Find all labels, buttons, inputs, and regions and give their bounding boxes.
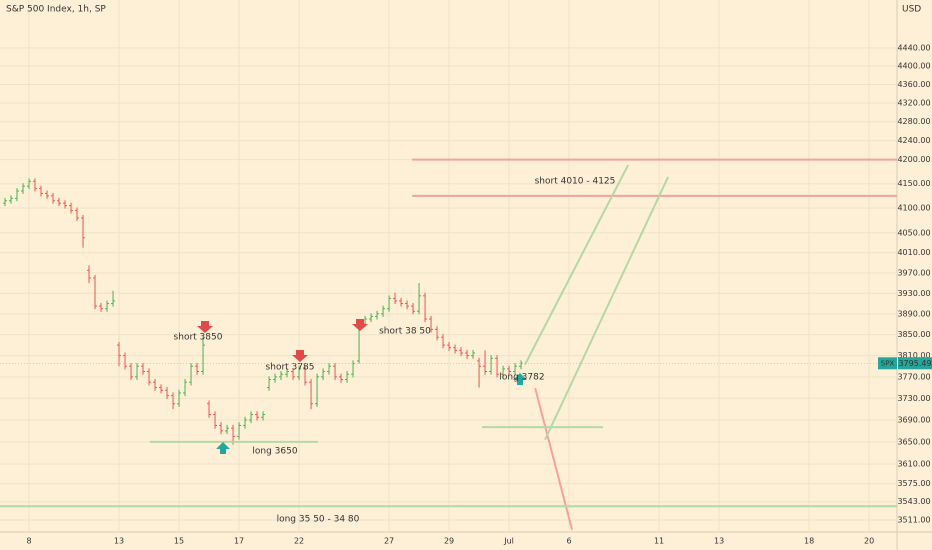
y-tick-label: 3610.00 [897,460,930,469]
y-tick-label: 4240.00 [897,136,930,145]
sell-arrow [292,350,308,362]
y-tick-label: 3930.00 [897,289,930,298]
x-tick-label: 20 [864,537,874,546]
x-tick-label: 11 [654,537,664,546]
y-tick-label: 3650.00 [897,437,930,446]
annotation: long 3650 [252,447,297,457]
buy-arrow [216,442,230,454]
y-tick-label: 4400.00 [897,62,930,71]
y-tick-label: 3970.00 [897,268,930,277]
price-box [898,357,932,370]
x-tick-label: Jul [503,537,514,546]
chart-title: S&P 500 Index, 1h, SP [6,5,106,15]
x-tick-label: 13 [714,537,724,546]
x-tick-label: 8 [26,537,31,546]
symbol-box [878,357,897,370]
y-tick-label: 3770.00 [897,372,930,381]
y-tick-label: 4150.00 [897,179,930,188]
x-tick-label: 22 [294,537,304,546]
currency: USD [902,5,921,15]
annotation: short 38 50 [379,327,431,337]
y-tick-label: 3890.00 [897,309,930,318]
y-tick-label: 4360.00 [897,80,930,89]
annotation: short 3850 [174,333,223,343]
arrows [197,319,527,454]
y-tick-label: 3511.00 [897,515,930,524]
trend-line [524,164,630,366]
y-tick-label: 3850.00 [897,330,930,339]
y-tick-label: 3810.00 [897,351,930,360]
y-tick-label: 4440.00 [897,43,930,52]
buy-arrow [513,373,527,385]
y-tick-label: 4050.00 [897,228,930,237]
x-tick-label: 18 [804,537,814,546]
x-tick-label: 17 [234,537,244,546]
y-tick-label: 4320.00 [897,98,930,107]
y-tick-label: 4280.00 [897,117,930,126]
y-tick-label: 4200.00 [897,155,930,164]
y-tick-label: 3543.00 [897,497,930,506]
plot [0,158,897,531]
sell-arrow [197,321,213,333]
y-tick-label: 3690.00 [897,415,930,424]
annotation: short 3785 [266,363,315,373]
grid [0,0,897,532]
x-tick-label: 6 [567,537,572,546]
annotation: long 3782 [499,373,544,383]
x-tick-label: 29 [444,537,454,546]
y-tick-label: 3730.00 [897,394,930,403]
price-label: 3795.49 [898,359,931,368]
x-tick-label: 15 [174,537,184,546]
trend-line [544,176,669,441]
annotation: long 35 50 - 34 80 [277,515,360,525]
sell-arrow [352,319,368,331]
x-tick-label: 13 [114,537,124,546]
x-tick-label: 27 [384,537,394,546]
y-tick-label: 4010.00 [897,248,930,257]
annotation: short 4010 - 4125 [535,177,616,187]
y-tick-label: 3575.00 [897,479,930,488]
symbol-label: SPX [881,359,895,367]
y-tick-label: 4100.00 [897,204,930,213]
